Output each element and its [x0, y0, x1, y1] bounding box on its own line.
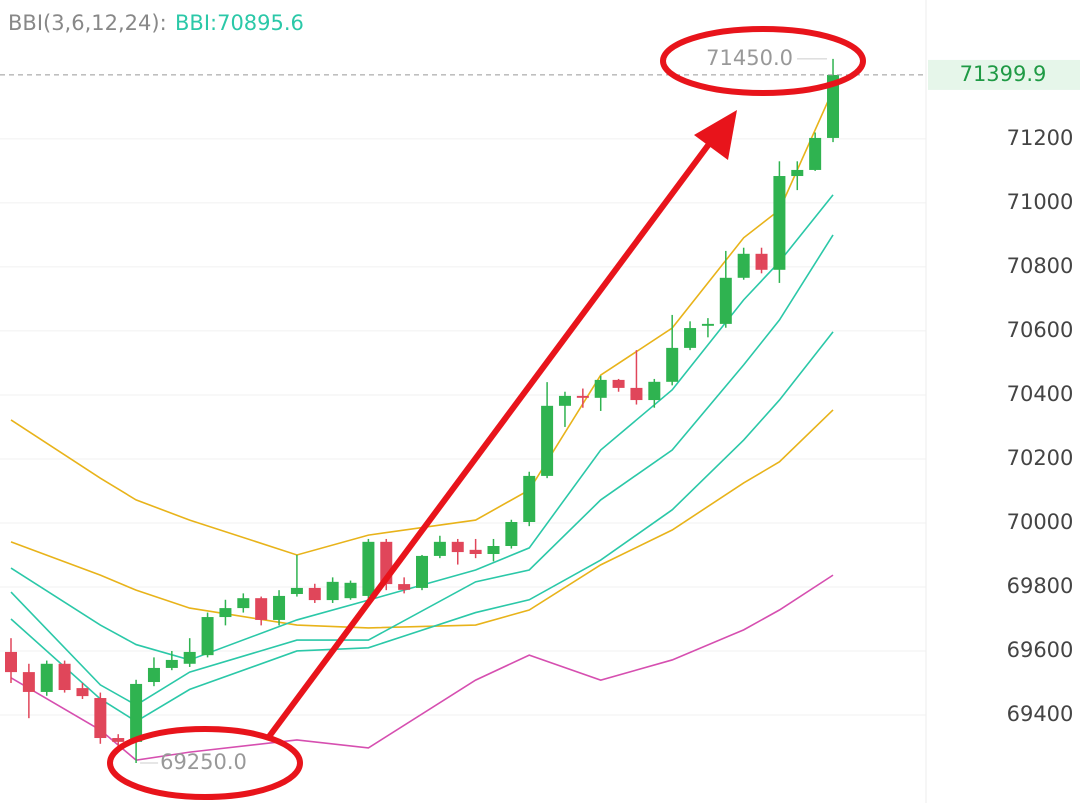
candle-body — [308, 587, 321, 601]
candle-body — [737, 253, 750, 278]
indicator-value: BBI:70895.6 — [175, 11, 304, 35]
annotations — [107, 26, 866, 800]
candle-body — [701, 323, 714, 326]
candle-body — [630, 387, 643, 401]
indicator-line — [10, 89, 834, 556]
candle-body — [5, 651, 17, 673]
candle-body — [273, 595, 286, 620]
candle-body — [719, 277, 732, 324]
indicator-line — [10, 234, 834, 706]
candle-body — [773, 176, 786, 270]
candle-body — [809, 137, 822, 170]
candle-body — [433, 541, 446, 556]
candle-body — [58, 663, 71, 691]
indicator-label: BBI(3,6,12,24): — [8, 11, 167, 35]
candle-body — [76, 688, 89, 697]
candle-body — [791, 169, 804, 177]
y-tick-label: 70400 — [1007, 382, 1074, 406]
candle-body — [237, 598, 250, 609]
y-tick-label: 69400 — [1007, 702, 1074, 726]
candle-body — [505, 521, 518, 547]
y-tick-label: 71200 — [1007, 126, 1074, 150]
indicator-line — [10, 409, 834, 629]
candle-body — [666, 347, 679, 382]
candle-body — [130, 683, 143, 742]
candle-body — [290, 587, 303, 595]
candle-body — [558, 395, 571, 406]
candle-body — [594, 379, 607, 398]
candle-body — [362, 541, 375, 596]
y-tick-label: 71000 — [1007, 190, 1074, 214]
candle-body — [326, 581, 339, 601]
candle-body — [219, 608, 232, 618]
candle-body — [255, 598, 268, 620]
last-price-box — [928, 59, 1080, 90]
candle-body — [827, 74, 840, 138]
candle-body — [541, 405, 554, 476]
y-tick-label: 70000 — [1007, 510, 1074, 534]
last-price-label: 71399.9 — [960, 62, 1047, 86]
y-tick-label: 70800 — [1007, 254, 1074, 278]
y-tick-label: 69600 — [1007, 638, 1074, 662]
highlight-ellipse — [107, 726, 303, 800]
candle-body — [416, 555, 429, 588]
candle-body — [451, 541, 464, 553]
candle-body — [112, 738, 125, 742]
candle-body — [147, 667, 160, 683]
max-marker-label: 71450.0 — [706, 46, 793, 70]
candle-body — [22, 672, 35, 692]
candle-body — [684, 328, 697, 348]
min-marker-label: 69250.0 — [160, 750, 247, 774]
y-tick-label: 70600 — [1007, 318, 1074, 342]
arrow-head — [694, 110, 737, 160]
candle-body — [40, 663, 53, 692]
indicator-line — [10, 194, 834, 661]
y-tick-label: 70200 — [1007, 446, 1074, 470]
candle-body — [344, 582, 357, 599]
candle-body — [183, 651, 196, 664]
candle-body — [469, 549, 482, 555]
candle-body — [165, 659, 178, 668]
y-tick-label: 69800 — [1007, 574, 1074, 598]
highlight-ellipse — [660, 26, 866, 96]
candle-body — [648, 381, 661, 401]
candle-body — [523, 475, 536, 522]
candle-body — [94, 698, 107, 739]
arrow-line — [265, 138, 715, 740]
candle-body — [201, 617, 214, 656]
candle-body — [612, 379, 625, 388]
candle-body — [755, 253, 768, 270]
candle-body — [487, 546, 500, 555]
candle-body — [398, 584, 411, 590]
candle-body — [576, 395, 589, 398]
